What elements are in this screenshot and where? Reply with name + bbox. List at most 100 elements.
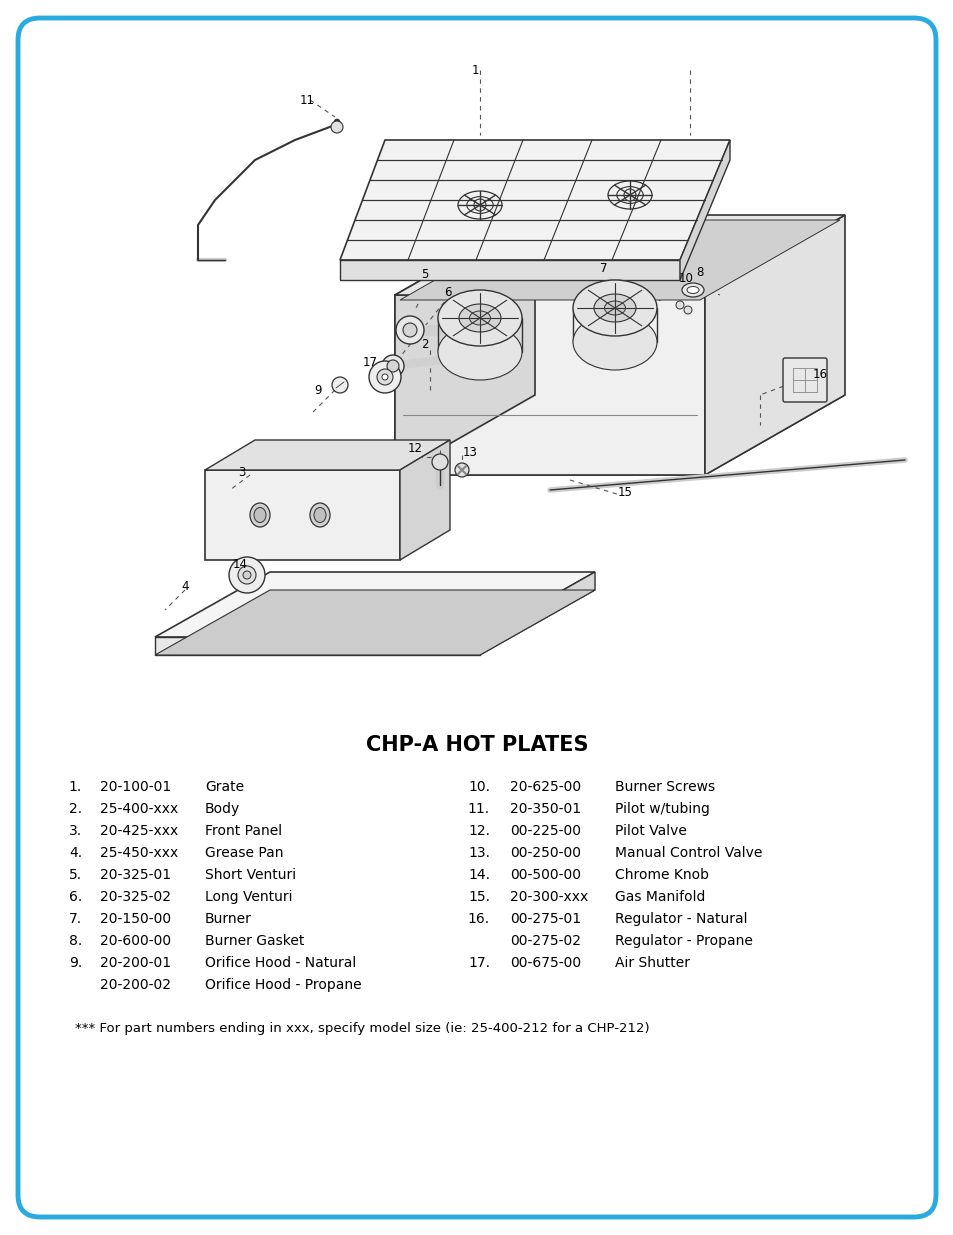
Ellipse shape <box>437 324 521 380</box>
Ellipse shape <box>314 508 326 522</box>
Text: Short Venturi: Short Venturi <box>205 868 295 882</box>
Text: 11.: 11. <box>467 802 490 816</box>
Text: 4.: 4. <box>69 846 82 860</box>
Text: 7: 7 <box>599 262 607 274</box>
Text: 00-250-00: 00-250-00 <box>510 846 580 860</box>
Text: Long Venturi: Long Venturi <box>205 890 293 904</box>
Polygon shape <box>154 590 595 655</box>
Text: 20-200-01: 20-200-01 <box>100 956 171 969</box>
Text: Regulator - Propane: Regulator - Propane <box>615 934 752 948</box>
Ellipse shape <box>253 508 266 522</box>
Text: Orifice Hood - Propane: Orifice Hood - Propane <box>205 978 361 992</box>
Text: 20-425-xxx: 20-425-xxx <box>100 824 178 839</box>
Polygon shape <box>205 471 399 559</box>
Text: 20-300-xxx: 20-300-xxx <box>510 890 588 904</box>
Text: 16: 16 <box>812 368 826 382</box>
Circle shape <box>376 369 393 385</box>
Polygon shape <box>205 440 450 471</box>
Polygon shape <box>154 637 479 655</box>
Circle shape <box>243 571 251 579</box>
Circle shape <box>331 121 343 133</box>
Text: Pilot Valve: Pilot Valve <box>615 824 686 839</box>
Circle shape <box>381 354 403 377</box>
Ellipse shape <box>458 304 500 332</box>
Text: 25-400-xxx: 25-400-xxx <box>100 802 178 816</box>
Text: 5: 5 <box>421 268 428 282</box>
Text: 1.: 1. <box>69 781 82 794</box>
Text: 3: 3 <box>238 467 246 479</box>
Text: 12.: 12. <box>468 824 490 839</box>
Text: 00-275-02: 00-275-02 <box>510 934 580 948</box>
Polygon shape <box>154 572 595 637</box>
Ellipse shape <box>681 283 703 296</box>
Ellipse shape <box>437 290 521 346</box>
Polygon shape <box>339 261 679 280</box>
Polygon shape <box>704 215 844 475</box>
Text: 20-350-01: 20-350-01 <box>510 802 580 816</box>
Text: 20-325-02: 20-325-02 <box>100 890 171 904</box>
Text: *** For part numbers ending in xxx, specify model size (ie: 25-400-212 for a CHP: *** For part numbers ending in xxx, spec… <box>75 1023 649 1035</box>
Text: 13.: 13. <box>468 846 490 860</box>
FancyBboxPatch shape <box>782 358 826 403</box>
Text: 11: 11 <box>299 94 314 106</box>
Text: 14.: 14. <box>468 868 490 882</box>
Text: 17.: 17. <box>468 956 490 969</box>
Text: Burner Gasket: Burner Gasket <box>205 934 304 948</box>
Text: 20-600-00: 20-600-00 <box>100 934 171 948</box>
Ellipse shape <box>310 503 330 527</box>
Text: Front Panel: Front Panel <box>205 824 282 839</box>
Text: 14: 14 <box>233 558 247 572</box>
Polygon shape <box>395 295 704 475</box>
Ellipse shape <box>469 311 490 325</box>
Circle shape <box>683 306 691 314</box>
Text: Burner: Burner <box>205 911 252 926</box>
Circle shape <box>387 359 398 372</box>
Ellipse shape <box>594 294 636 322</box>
Text: 9: 9 <box>314 384 321 398</box>
Circle shape <box>676 301 683 309</box>
Ellipse shape <box>604 301 625 315</box>
Circle shape <box>455 463 469 477</box>
Text: 17: 17 <box>362 357 377 369</box>
Text: 00-675-00: 00-675-00 <box>510 956 580 969</box>
Polygon shape <box>395 215 844 295</box>
Text: CHP-A HOT PLATES: CHP-A HOT PLATES <box>365 735 588 755</box>
Text: Pilot w/tubing: Pilot w/tubing <box>615 802 709 816</box>
Text: 4: 4 <box>181 580 189 594</box>
Text: 13: 13 <box>462 447 476 459</box>
Text: Grate: Grate <box>205 781 244 794</box>
Text: 9.: 9. <box>69 956 82 969</box>
Text: 15: 15 <box>617 487 632 499</box>
Circle shape <box>237 566 255 584</box>
Text: 00-225-00: 00-225-00 <box>510 824 580 839</box>
Text: Regulator - Natural: Regulator - Natural <box>615 911 747 926</box>
Text: Air Shutter: Air Shutter <box>615 956 689 969</box>
Text: 16.: 16. <box>467 911 490 926</box>
Text: 8.: 8. <box>69 934 82 948</box>
Circle shape <box>402 324 416 337</box>
Text: 7.: 7. <box>69 911 82 926</box>
Circle shape <box>229 557 265 593</box>
Circle shape <box>432 454 448 471</box>
Polygon shape <box>399 220 840 300</box>
Text: 25-450-xxx: 25-450-xxx <box>100 846 178 860</box>
Circle shape <box>332 377 348 393</box>
Ellipse shape <box>686 287 699 294</box>
Text: 20-200-02: 20-200-02 <box>100 978 171 992</box>
Text: 2: 2 <box>421 338 428 352</box>
FancyBboxPatch shape <box>18 19 935 1216</box>
Ellipse shape <box>250 503 270 527</box>
Polygon shape <box>395 395 844 475</box>
Polygon shape <box>395 215 535 475</box>
Text: Chrome Knob: Chrome Knob <box>615 868 708 882</box>
Text: 5.: 5. <box>69 868 82 882</box>
Text: Orifice Hood - Natural: Orifice Hood - Natural <box>205 956 355 969</box>
Text: 10: 10 <box>678 273 693 285</box>
Text: 6.: 6. <box>69 890 82 904</box>
Circle shape <box>623 189 636 201</box>
Text: 1: 1 <box>471 63 478 77</box>
Text: Grease Pan: Grease Pan <box>205 846 283 860</box>
Polygon shape <box>679 140 729 280</box>
Text: Burner Screws: Burner Screws <box>615 781 715 794</box>
Text: 12: 12 <box>407 441 422 454</box>
